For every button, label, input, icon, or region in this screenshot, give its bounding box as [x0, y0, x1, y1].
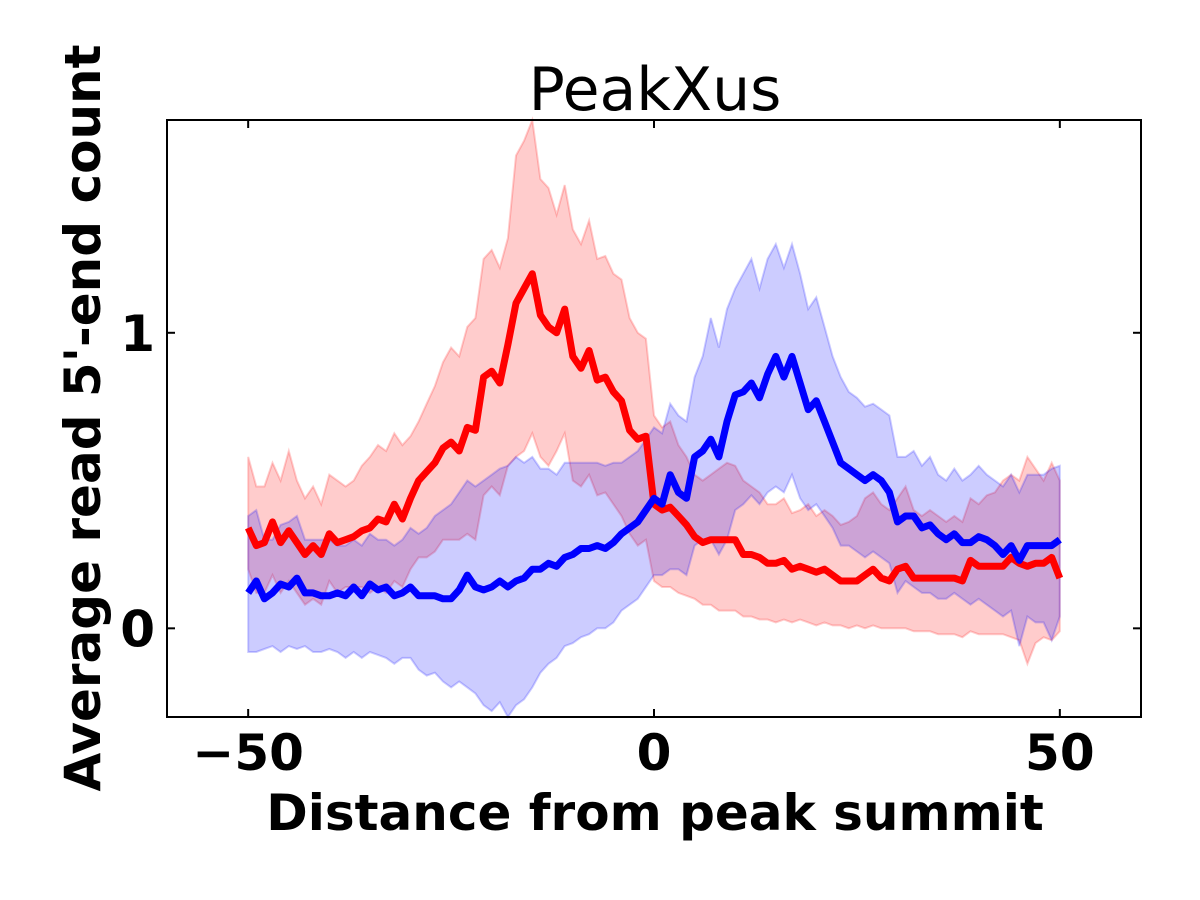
- x-tick-label: 50: [1025, 724, 1095, 782]
- y-axis-label: Average read 5'-end count: [54, 44, 112, 791]
- x-tick-label: −50: [192, 724, 303, 782]
- y-tick-label: 1: [120, 305, 155, 363]
- confidence-bands: [247, 116, 1061, 719]
- x-tick-label: 0: [637, 724, 672, 782]
- series-lines: [245, 270, 1064, 603]
- series-2-line: [245, 352, 1062, 603]
- series-1-band: [247, 116, 1061, 667]
- x-axis-label: Distance from peak summit: [266, 784, 1044, 842]
- y-tick-label: 0: [120, 600, 155, 658]
- x-axis-ticks: −50 0 50: [192, 120, 1095, 782]
- chart-title: PeakXus: [529, 55, 782, 125]
- y-axis-ticks: 01: [120, 305, 1141, 658]
